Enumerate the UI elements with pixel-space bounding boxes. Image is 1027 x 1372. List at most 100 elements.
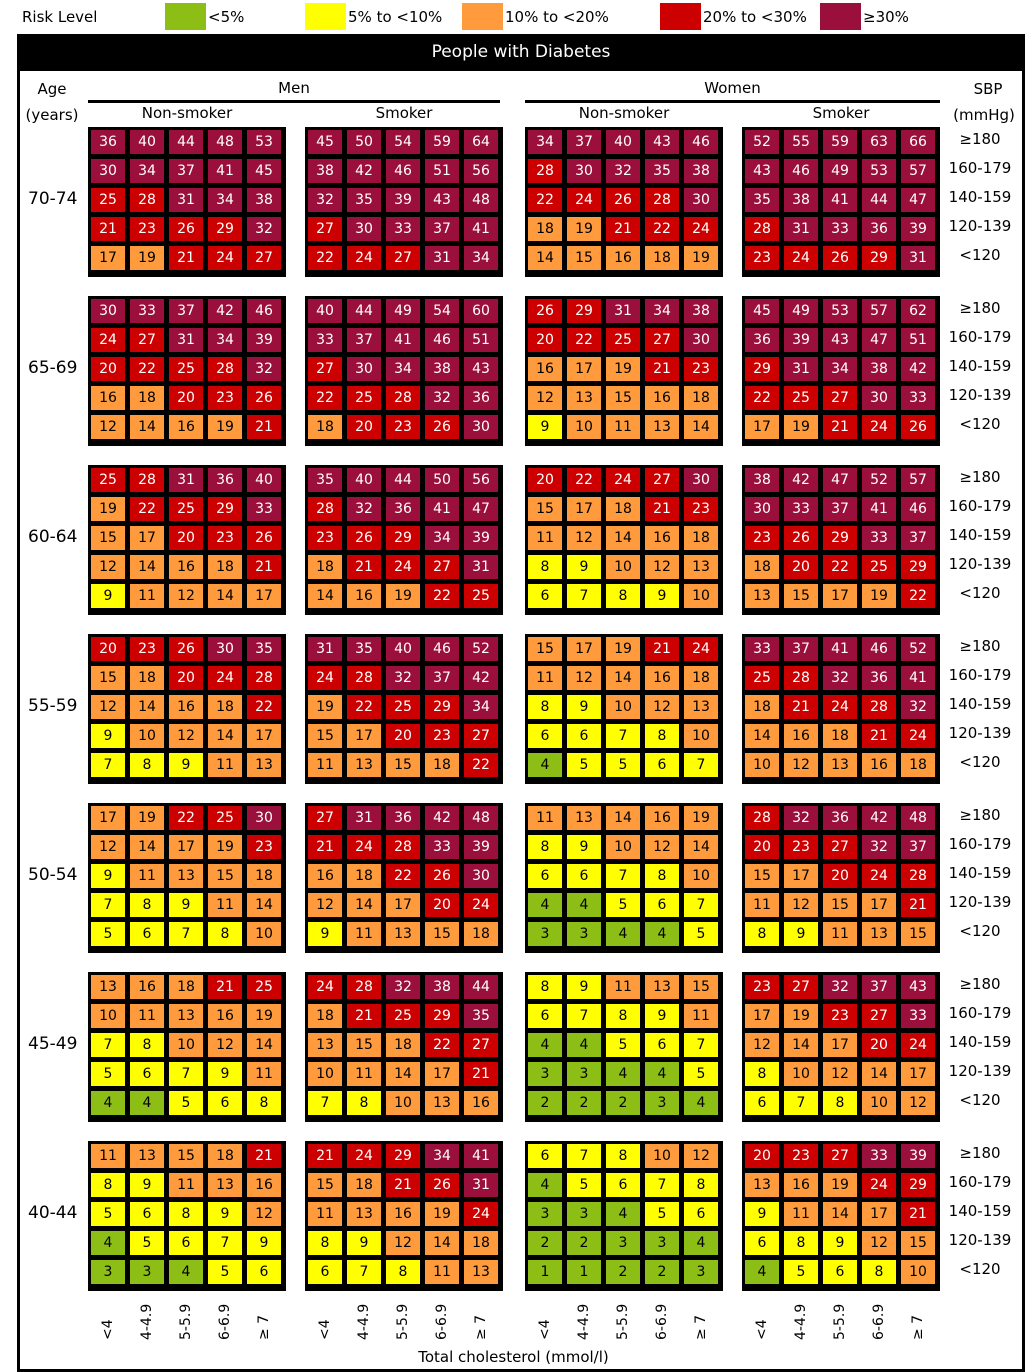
risk-cell: 64	[464, 130, 498, 154]
risk-cell: 17	[784, 864, 818, 888]
risk-cell: 4	[91, 1231, 125, 1255]
risk-cell: 34	[130, 159, 164, 183]
risk-cell: 31	[169, 328, 203, 352]
risk-panel-women-non-smoker: 34 37 40 43 46 28 30 32 35 38 22 24 26 28 30 18 19 21 22 24…	[525, 127, 723, 277]
risk-cell: 10	[684, 724, 718, 748]
sbp-row-label: 140-159	[948, 357, 1012, 375]
risk-cell: 16	[247, 1173, 281, 1197]
age-group-label: 65-69	[28, 358, 78, 378]
risk-cell: 18	[684, 526, 718, 550]
risk-cell: 17	[91, 246, 125, 270]
risk-cell: 19	[308, 695, 342, 719]
risk-cell: 8	[645, 864, 679, 888]
risk-cell: 20	[528, 468, 562, 492]
sbp-row-label: 140-159	[948, 188, 1012, 206]
risk-cell: 24	[567, 188, 601, 212]
legend-label: ≥30%	[863, 8, 909, 26]
risk-cell: 53	[823, 299, 857, 323]
risk-cell: 1	[528, 1260, 562, 1284]
risk-cell: 33	[308, 328, 342, 352]
risk-cell: 6	[247, 1260, 281, 1284]
risk-cell: 28	[386, 386, 420, 410]
sbp-row-label: 160-179	[948, 835, 1012, 853]
cholesterol-tick-label: 4-4.9	[139, 1303, 155, 1340]
risk-cell: 18	[386, 1033, 420, 1057]
risk-cell: 22	[425, 1033, 459, 1057]
sbp-row-label: <120	[959, 246, 1001, 264]
risk-cell: 17	[347, 724, 381, 748]
risk-cell: 21	[862, 724, 896, 748]
men-header: Men	[278, 79, 310, 97]
risk-cell: 7	[684, 893, 718, 917]
risk-cell: 11	[528, 666, 562, 690]
risk-cell: 24	[308, 666, 342, 690]
risk-cell: 17	[823, 1033, 857, 1057]
risk-cell: 38	[745, 468, 779, 492]
risk-cell: 6	[745, 1091, 779, 1115]
risk-cell: 20	[823, 864, 857, 888]
sbp-row-label: 160-179	[948, 1173, 1012, 1191]
risk-cell: 24	[606, 468, 640, 492]
risk-cell: 10	[130, 724, 164, 748]
risk-cell: 24	[347, 246, 381, 270]
age-group-label: 45-49	[28, 1034, 78, 1054]
risk-cell: 6	[567, 724, 601, 748]
legend-swatch	[660, 3, 701, 30]
risk-cell: 62	[901, 299, 935, 323]
risk-cell: 26	[425, 864, 459, 888]
risk-cell: 12	[386, 1231, 420, 1255]
risk-panel-women-smoker: 52 55 59 63 66 43 46 49 53 57 35 38 41 44 47 28 31 33 36 39…	[742, 127, 940, 277]
risk-cell: 12	[645, 555, 679, 579]
risk-cell: 23	[823, 1004, 857, 1028]
risk-cell: 11	[208, 893, 242, 917]
risk-cell: 5	[684, 922, 718, 946]
risk-cell: 43	[645, 130, 679, 154]
risk-cell: 6	[130, 1202, 164, 1226]
risk-cell: 52	[464, 637, 498, 661]
age-group-label: 60-64	[28, 527, 78, 547]
risk-cell: 30	[464, 864, 498, 888]
risk-cell: 33	[784, 497, 818, 521]
risk-cell: 14	[862, 1062, 896, 1086]
risk-cell: 1	[567, 1260, 601, 1284]
risk-cell: 22	[308, 246, 342, 270]
risk-cell: 22	[901, 584, 935, 608]
risk-cell: 21	[645, 357, 679, 381]
risk-cell: 25	[169, 497, 203, 521]
sbp-row-label: 140-159	[948, 864, 1012, 882]
risk-cell: 6	[169, 1231, 203, 1255]
risk-cell: 21	[386, 1173, 420, 1197]
risk-cell: 7	[684, 753, 718, 777]
risk-cell: 8	[528, 835, 562, 859]
risk-cell: 8	[823, 1091, 857, 1115]
risk-cell: 21	[247, 1144, 281, 1168]
risk-cell: 25	[862, 555, 896, 579]
risk-cell: 9	[347, 1231, 381, 1255]
risk-cell: 27	[823, 1144, 857, 1168]
sbp-row-label: 140-159	[948, 1202, 1012, 1220]
sbp-row-label: 160-179	[948, 159, 1012, 177]
risk-panel-women-smoker: 38 42 47 52 57 30 33 37 41 46 23 26 29 33 37 18 20 22 25 29…	[742, 465, 940, 615]
risk-cell: 43	[425, 188, 459, 212]
risk-cell: 3	[645, 1091, 679, 1115]
risk-cell: 35	[347, 188, 381, 212]
risk-cell: 2	[528, 1231, 562, 1255]
risk-cell: 30	[347, 357, 381, 381]
risk-cell: 10	[901, 1260, 935, 1284]
risk-cell: 15	[208, 864, 242, 888]
risk-cell: 24	[684, 637, 718, 661]
risk-cell: 3	[567, 1062, 601, 1086]
risk-cell: 7	[308, 1091, 342, 1115]
risk-cell: 16	[528, 357, 562, 381]
age-label: Age	[37, 80, 67, 98]
risk-cell: 36	[823, 806, 857, 830]
risk-cell: 5	[606, 753, 640, 777]
risk-cell: 4	[528, 1173, 562, 1197]
risk-cell: 3	[528, 1202, 562, 1226]
risk-cell: 63	[862, 130, 896, 154]
risk-cell: 29	[823, 526, 857, 550]
risk-cell: 18	[347, 1173, 381, 1197]
age-group-label: 50-54	[28, 865, 78, 885]
risk-cell: 16	[784, 724, 818, 748]
risk-cell: 3	[528, 1062, 562, 1086]
